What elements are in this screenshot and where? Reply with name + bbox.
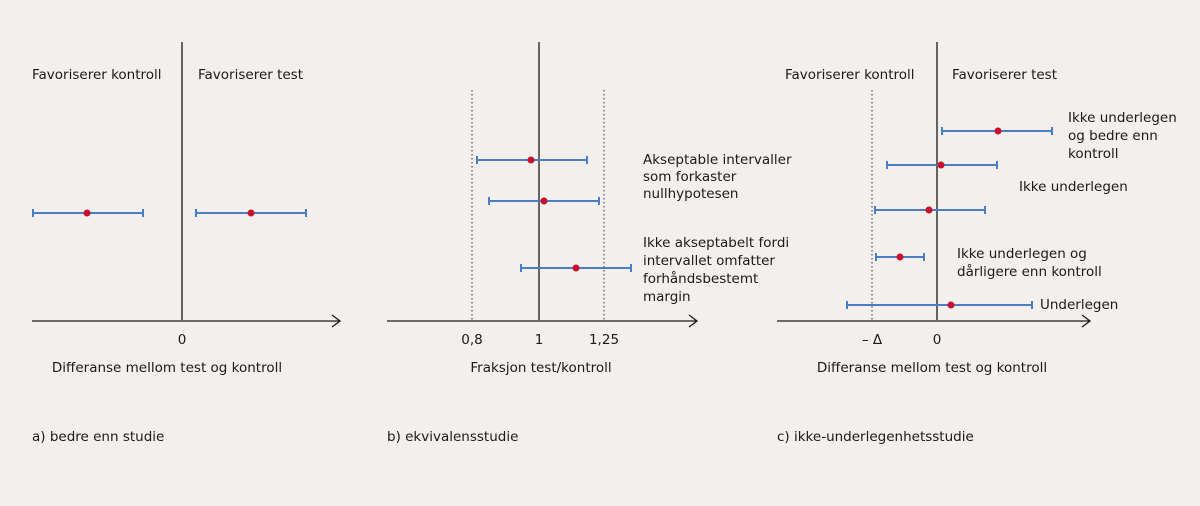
caption: b) ekvivalensstudie: [387, 429, 518, 445]
note: Ikke underlegen og: [957, 246, 1087, 262]
interval: [874, 206, 986, 214]
note: margin: [643, 289, 691, 305]
panel-b: 0,8 1 1,25 Fraksjon test/kontroll b) ekv…: [387, 42, 792, 445]
axis: [387, 314, 699, 328]
note: Ikke underlegen: [1019, 179, 1128, 195]
axis: [32, 314, 342, 328]
right-label: Favoriserer test: [198, 67, 303, 83]
caption: c) ikke-underlegenhetsstudie: [777, 429, 974, 445]
panel-c: Favoriserer kontroll Favoriserer test – …: [777, 42, 1177, 445]
axis-title: Differanse mellom test og kontroll: [52, 360, 282, 376]
note: kontroll: [1068, 146, 1118, 162]
interval: [32, 209, 144, 217]
interval: [875, 253, 925, 261]
note: Akseptable intervaller: [643, 152, 792, 168]
axis: [777, 314, 1092, 328]
axis-title: Differanse mellom test og kontroll: [817, 360, 1047, 376]
left-label: Favoriserer kontroll: [32, 67, 162, 83]
interval: [941, 127, 1053, 135]
interval: [846, 301, 1033, 309]
tick-label: – Δ: [862, 332, 883, 348]
note: og bedre enn: [1068, 128, 1158, 144]
interval: [488, 197, 600, 205]
tick-label: 0,8: [461, 332, 482, 348]
interval: [476, 156, 588, 164]
right-label: Favoriserer test: [952, 67, 1057, 83]
note: nullhypotesen: [643, 186, 738, 202]
note: Ikke akseptabelt fordi: [643, 235, 789, 251]
tick-label: 1,25: [589, 332, 619, 348]
axis-title: Fraksjon test/kontroll: [470, 360, 611, 376]
note: forhåndsbestemt: [643, 270, 758, 287]
interval: [195, 209, 307, 217]
tick-label: 0: [178, 332, 187, 348]
left-label: Favoriserer kontroll: [785, 67, 915, 83]
panel-a: Favoriserer kontroll Favoriserer test 0 …: [32, 42, 342, 445]
note: dårligere enn kontroll: [957, 263, 1102, 280]
interval: [886, 161, 998, 169]
note: Ikke underlegen: [1068, 110, 1177, 126]
note: Underlegen: [1040, 297, 1118, 313]
interval: [520, 264, 632, 272]
note: intervallet omfatter: [643, 253, 775, 269]
tick-label: 1: [535, 332, 544, 348]
caption: a) bedre enn studie: [32, 429, 164, 445]
note: som forkaster: [643, 169, 737, 185]
tick-label: 0: [933, 332, 942, 348]
